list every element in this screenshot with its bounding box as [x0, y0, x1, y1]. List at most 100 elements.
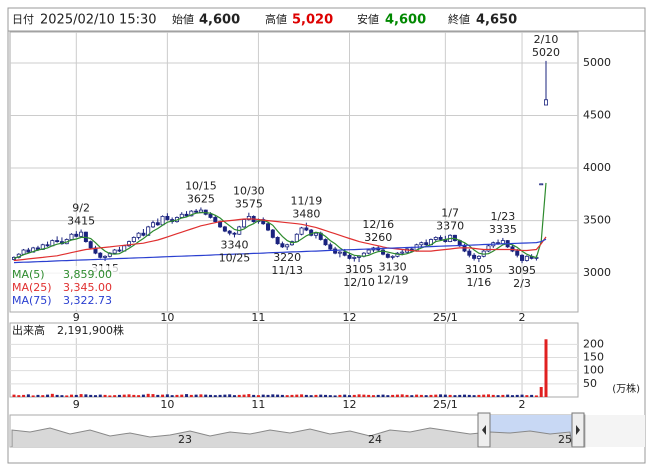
volume-bar: [280, 394, 284, 397]
volume-bar: [506, 394, 510, 397]
volume-bar: [534, 395, 538, 397]
volume-bar: [448, 394, 452, 397]
annotation-value: 3340: [220, 238, 248, 251]
candle-body: [184, 213, 189, 217]
candle-body: [131, 237, 136, 243]
candle-body: [88, 241, 93, 249]
volume-bar: [314, 394, 318, 397]
volume-bar: [539, 386, 543, 397]
annotation-value: 3130: [379, 260, 407, 273]
volume-bar: [501, 394, 505, 397]
volume-bar: [170, 395, 174, 397]
x-tick-label: 10: [160, 398, 174, 411]
navigator-label: 23: [178, 433, 192, 446]
volume-bar: [347, 395, 351, 397]
candle-body: [524, 255, 529, 261]
volume-bar: [544, 339, 548, 397]
volume-bar: [415, 394, 419, 397]
annotation-date: 2/10: [534, 33, 559, 46]
volume-bar: [165, 394, 169, 397]
volume-bar: [424, 395, 428, 397]
volume-bar: [213, 395, 217, 397]
volume-panel: [9, 322, 579, 398]
handle-arrow: [576, 425, 580, 435]
volume-bar: [405, 394, 409, 397]
header-label: 安値: [357, 12, 379, 26]
candle-body: [328, 244, 333, 250]
volume-bar: [141, 394, 145, 397]
volume-bar: [376, 394, 380, 397]
volume-bar: [510, 395, 514, 397]
volume-bar: [74, 394, 78, 397]
volume-bar: [530, 394, 534, 397]
volume-bar: [237, 394, 241, 397]
volume-bar: [223, 394, 227, 397]
volume-bar: [36, 394, 40, 397]
volume-bar: [304, 394, 308, 397]
price-panel: [9, 31, 579, 313]
legend-name: MA(75): [12, 294, 52, 307]
candle-body: [515, 250, 520, 256]
volume-bar: [496, 395, 500, 397]
candle-body: [79, 231, 84, 237]
annotation-value: 3370: [436, 219, 464, 232]
header-label: 日付: [12, 13, 34, 26]
candle-body: [26, 249, 31, 253]
candle-body: [476, 255, 481, 259]
legend: MA(5) 3,859.00 MA(25) 3,345.00 MA(75) 3,322.7…: [11, 266, 119, 310]
x-tick-label: 9: [73, 398, 80, 411]
candle-body: [198, 209, 203, 213]
volume-bar: [137, 395, 141, 397]
x-tick-label: 2: [519, 311, 526, 324]
volume-bar: [242, 394, 246, 397]
candle-body: [69, 233, 74, 240]
volume-bar: [194, 394, 198, 397]
candle-body: [438, 237, 443, 240]
navigator-pad: [586, 415, 645, 447]
volume-bar: [50, 393, 54, 397]
y-tick-label: 3000: [583, 266, 611, 279]
volume-title-bg: [11, 324, 133, 338]
candle-body: [313, 232, 318, 236]
volume-bar: [290, 394, 294, 397]
volume-bar: [132, 394, 136, 397]
volume-bar: [463, 394, 467, 397]
volume-bar: [122, 394, 126, 397]
candle-body: [179, 213, 184, 218]
y-tick-label: 5000: [583, 56, 611, 69]
volume-bar: [185, 394, 189, 397]
candle-body: [194, 210, 199, 213]
annotation-date: 12/10: [343, 276, 375, 289]
x-tick-label: 11: [251, 398, 265, 411]
header-value: 4,650: [476, 13, 517, 28]
volume-bar: [17, 395, 21, 397]
volume-bar: [381, 394, 385, 397]
legend-name: MA(25): [12, 281, 52, 294]
volume-bar: [271, 394, 275, 397]
navigator[interactable]: 23 24 25: [9, 412, 645, 448]
annotation-date: 10/30: [233, 185, 265, 198]
candle-body: [280, 243, 285, 248]
legend-value: 3,322.73: [63, 294, 112, 307]
y-tick-label: 4000: [583, 161, 611, 174]
volume-bar: [453, 395, 457, 397]
volume-bar: [31, 395, 35, 397]
candle-body: [141, 232, 146, 236]
volume-bar: [89, 394, 93, 397]
annotation-value: 3480: [292, 208, 320, 221]
volume-bar: [343, 394, 347, 397]
legend-value: 3,345.00: [63, 281, 112, 294]
candle-body: [136, 232, 141, 238]
ma-line: [13, 182, 547, 259]
volume-bar: [93, 395, 97, 397]
volume-bar: [209, 394, 213, 397]
volume-bar: [232, 395, 236, 397]
candle-body: [112, 249, 117, 254]
header-value: 2025/02/10 15:30: [40, 13, 157, 28]
volume-bar: [386, 395, 390, 397]
volume-bar: [295, 394, 299, 397]
volume-bar: [333, 395, 337, 397]
candle-body: [419, 242, 424, 246]
volume-bar: [491, 394, 495, 397]
